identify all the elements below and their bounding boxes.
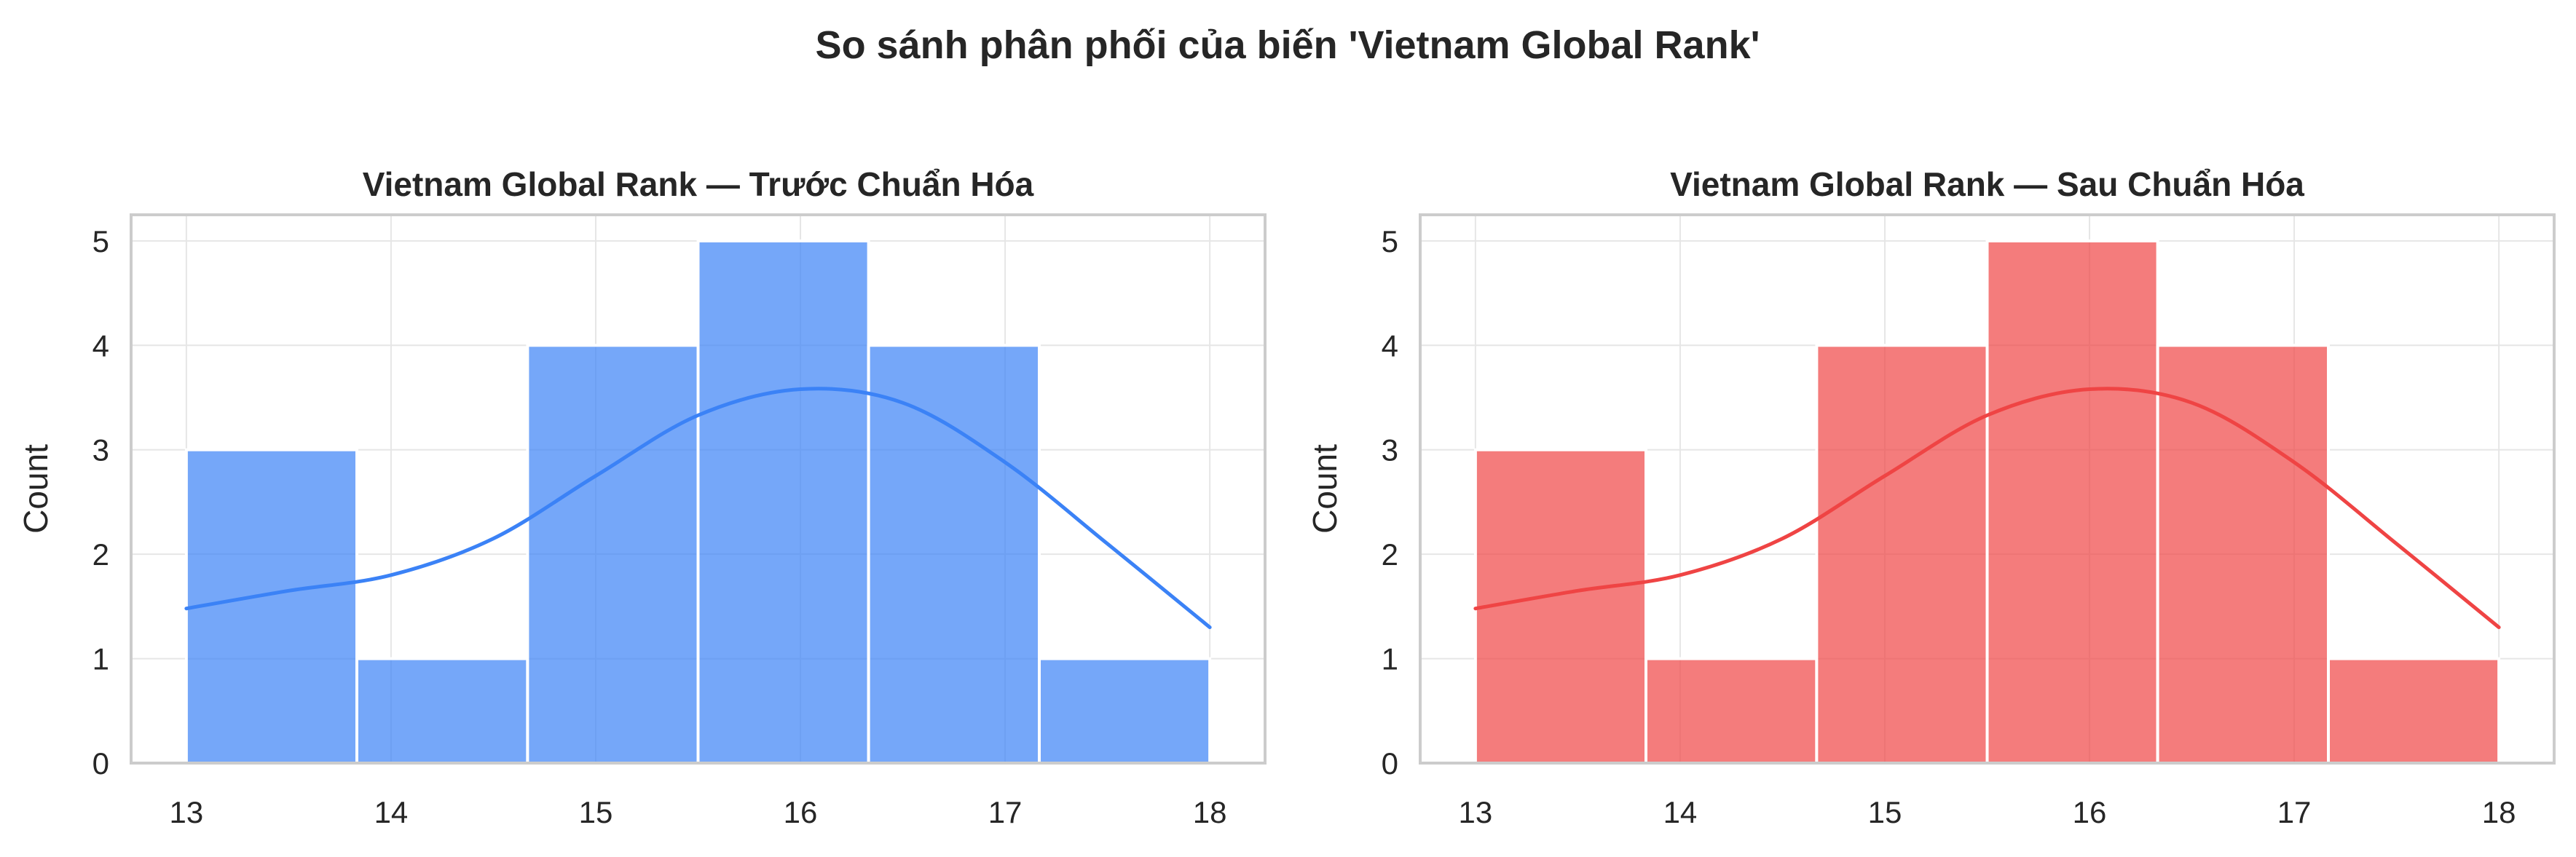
y-axis-label: Count bbox=[17, 444, 55, 534]
histogram-bar bbox=[1644, 657, 1819, 765]
y-tick-label: 5 bbox=[1382, 224, 1398, 258]
y-tick-label: 1 bbox=[92, 642, 109, 676]
y-axis-label: Count bbox=[1306, 444, 1344, 534]
x-tick-label: 15 bbox=[1868, 795, 1902, 829]
y-tick-label: 4 bbox=[1382, 328, 1398, 363]
x-tick-label: 13 bbox=[1459, 795, 1493, 829]
x-tick-label: 16 bbox=[2073, 795, 2107, 829]
histogram-bar bbox=[355, 657, 529, 765]
histogram-bar bbox=[526, 344, 700, 765]
x-tick-label: 17 bbox=[988, 795, 1023, 829]
y-tick-label: 0 bbox=[92, 746, 109, 781]
histogram-bar bbox=[1985, 239, 2159, 765]
figure-title: So sánh phân phối của biến 'Vietnam Glob… bbox=[816, 23, 1760, 67]
histogram-bar bbox=[696, 239, 870, 765]
x-tick-label: 16 bbox=[784, 795, 818, 829]
histogram-panel-before: 13 14 15 16 17 18 0 1 2 3 4 5 Count Vietnam Global Ra… bbox=[17, 165, 1267, 829]
x-tick-label: 14 bbox=[1663, 795, 1698, 829]
kde-curve bbox=[1473, 387, 2501, 630]
histogram-bar bbox=[1815, 344, 1989, 765]
kde-curve bbox=[184, 387, 1212, 630]
y-tick-label: 4 bbox=[92, 328, 109, 363]
x-tick-label: 17 bbox=[2277, 795, 2312, 829]
y-tick-label: 2 bbox=[1382, 537, 1398, 572]
x-tick-label: 14 bbox=[374, 795, 409, 829]
axes-frame bbox=[130, 213, 1267, 765]
panel-title: Vietnam Global Rank — Sau Chuẩn Hóa bbox=[1670, 165, 2304, 203]
y-tick-label: 5 bbox=[92, 224, 109, 258]
histogram-bar bbox=[184, 448, 358, 765]
histogram-bar bbox=[2156, 344, 2331, 765]
x-tick-label: 15 bbox=[579, 795, 613, 829]
histogram-bar bbox=[867, 344, 1041, 765]
panel-title: Vietnam Global Rank — Trước Chuẩn Hóa bbox=[363, 165, 1034, 203]
y-tick-label: 0 bbox=[1382, 746, 1398, 781]
histogram-panel-after: 13 14 15 16 17 18 0 1 2 3 4 5 Count Vietnam Global Ra… bbox=[1306, 165, 2556, 829]
y-tick-label: 1 bbox=[1382, 642, 1398, 676]
x-tick-label: 18 bbox=[1193, 795, 1227, 829]
y-tick-label: 3 bbox=[1382, 433, 1398, 467]
axes-frame bbox=[1419, 213, 2556, 765]
histogram-bar bbox=[1473, 448, 1647, 765]
histogram-bar bbox=[2327, 657, 2501, 765]
y-tick-label: 3 bbox=[92, 433, 109, 467]
y-tick-label: 2 bbox=[92, 537, 109, 572]
x-tick-label: 18 bbox=[2482, 795, 2516, 829]
x-tick-label: 13 bbox=[170, 795, 204, 829]
histogram-bar bbox=[1038, 657, 1212, 765]
